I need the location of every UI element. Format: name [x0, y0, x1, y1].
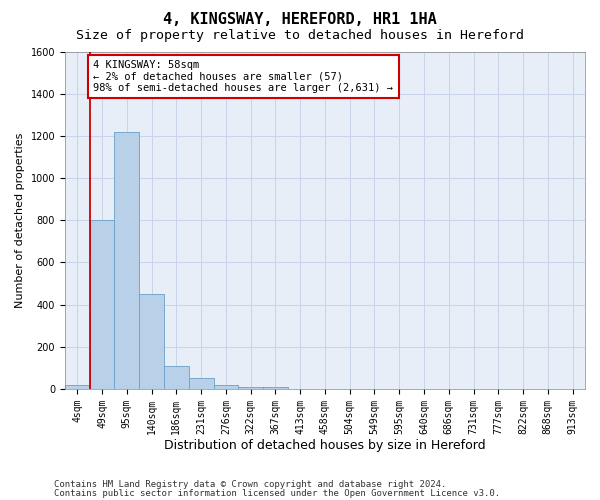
Bar	[139, 294, 164, 389]
Bar	[238, 387, 263, 389]
Text: 4, KINGSWAY, HEREFORD, HR1 1HA: 4, KINGSWAY, HEREFORD, HR1 1HA	[163, 12, 437, 27]
Bar	[214, 385, 238, 389]
Bar	[115, 132, 139, 389]
Bar	[65, 385, 89, 389]
Bar	[263, 387, 288, 389]
X-axis label: Distribution of detached houses by size in Hereford: Distribution of detached houses by size …	[164, 440, 486, 452]
Bar	[89, 220, 115, 389]
Bar	[164, 366, 189, 389]
Text: Contains HM Land Registry data © Crown copyright and database right 2024.: Contains HM Land Registry data © Crown c…	[54, 480, 446, 489]
Text: Size of property relative to detached houses in Hereford: Size of property relative to detached ho…	[76, 29, 524, 42]
Text: Contains public sector information licensed under the Open Government Licence v3: Contains public sector information licen…	[54, 489, 500, 498]
Text: 4 KINGSWAY: 58sqm
← 2% of detached houses are smaller (57)
98% of semi-detached : 4 KINGSWAY: 58sqm ← 2% of detached house…	[94, 60, 394, 93]
Y-axis label: Number of detached properties: Number of detached properties	[15, 132, 25, 308]
Bar	[189, 378, 214, 389]
